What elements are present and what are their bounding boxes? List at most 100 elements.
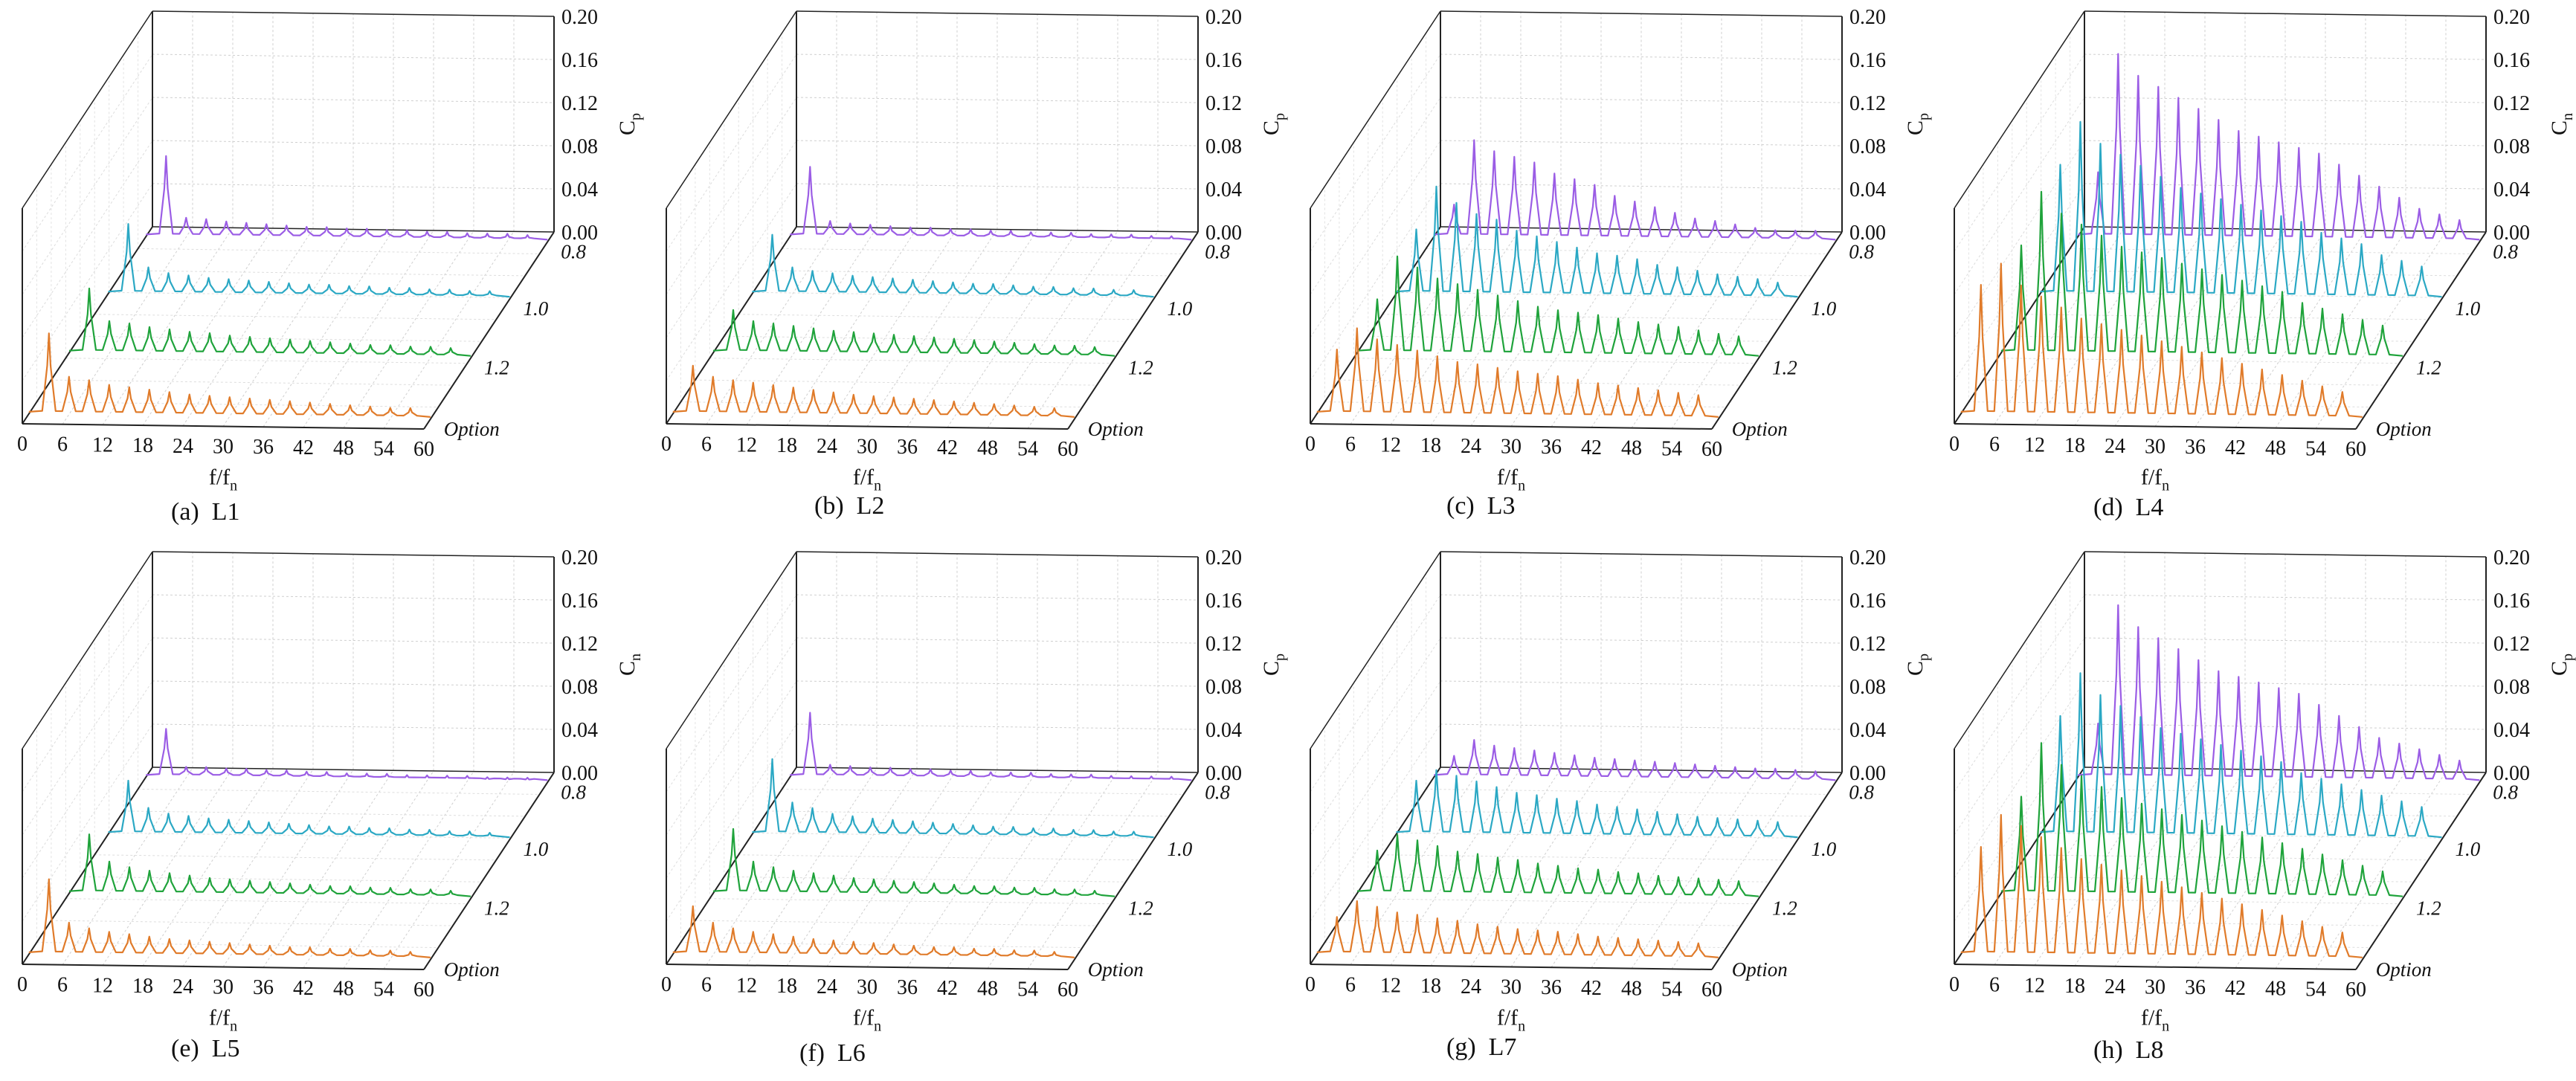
- side-grid-line: [666, 140, 797, 338]
- x-tick-label: 30: [2145, 436, 2166, 459]
- x-tick-label: 18: [776, 434, 797, 457]
- floor-grid-line: [782, 248, 1184, 254]
- x-tick-label: 36: [897, 976, 918, 999]
- floor-grid-line: [1411, 270, 1814, 277]
- x-axis-subscript: n: [874, 1019, 881, 1035]
- side-grid-line: [1310, 183, 1441, 381]
- floor-grid-line: [709, 898, 1112, 905]
- x-axis-label: f/fn: [2141, 465, 2169, 494]
- x-tick-label: 60: [1057, 438, 1078, 461]
- axes: [1310, 10, 1843, 430]
- series-line-1-2: [68, 287, 471, 357]
- floor-grid-line: [1350, 227, 1481, 425]
- top-back-edge: [152, 551, 555, 558]
- x-tick-label: 54: [373, 978, 394, 1001]
- floor-grid-line: [706, 227, 837, 425]
- floor-grid-line: [123, 810, 526, 817]
- side-grid-line: [22, 97, 153, 295]
- x-tick-label: 12: [92, 974, 113, 997]
- floor-grid-line: [62, 767, 193, 965]
- x-axis-line: [1954, 423, 2357, 430]
- grid-lines: [22, 10, 555, 430]
- floor-grid-line: [746, 228, 878, 425]
- x-tick-label: 30: [213, 436, 234, 459]
- x-tick-label: 30: [2145, 976, 2166, 999]
- series-group: [1316, 739, 1836, 958]
- x-tick-label: 18: [776, 975, 797, 998]
- caption-d: (d) L4: [2093, 494, 2163, 522]
- z-tick-label: 0.08: [1205, 676, 1242, 699]
- series-label: Option: [1088, 418, 1144, 440]
- z-tick-label: 0.12: [561, 633, 598, 656]
- floor-grid-line: [36, 942, 439, 949]
- side-grid-line: [22, 723, 153, 922]
- series-label: Option: [2376, 958, 2432, 981]
- floor-grid-line: [80, 876, 482, 882]
- series-label: Option: [2376, 418, 2432, 440]
- side-grid-line: [1310, 97, 1441, 295]
- side-grid-line: [1310, 594, 1441, 793]
- floor-grid-line: [1470, 769, 1602, 967]
- wall-grid-line: [2084, 723, 2487, 730]
- grid-lines: [666, 10, 1199, 430]
- floor-grid-line: [1411, 810, 1814, 817]
- x-tick-label: 18: [132, 434, 153, 457]
- floor-grid-line: [1027, 231, 1159, 429]
- labels: 0.8 1.0 1.2 Option 0 6 12 18 24 30 36 42 48 54 60 0.00 0…: [1305, 546, 1932, 1034]
- series-line-option: [28, 332, 431, 418]
- series-line-1-0: [108, 779, 510, 839]
- series-line-1-2: [68, 833, 471, 897]
- caption-letter: (f): [799, 1039, 825, 1067]
- series-label: 1.0: [1168, 838, 1193, 860]
- wall-grid-line: [796, 637, 1199, 644]
- series-line-1-2: [712, 827, 1115, 897]
- x-tick-label: 0: [1949, 973, 1960, 996]
- top-left-edge: [1310, 551, 1441, 749]
- wall-grid-line: [796, 183, 1199, 190]
- series-label: 0.8: [1205, 781, 1230, 803]
- floor-grid-line: [2154, 229, 2286, 427]
- series-line-1-2: [1356, 833, 1759, 897]
- series-label: 1.0: [524, 838, 549, 860]
- floor-grid-line: [109, 832, 511, 839]
- floor-grid-line: [2034, 768, 2166, 966]
- x-tick-label: 60: [2345, 978, 2366, 1001]
- series-label: 1.0: [524, 297, 549, 320]
- chart-l1: 0.8 1.0 1.2 Option 0 6 12 18 24 30 36 42 48 54 60 0.00 0…: [17, 6, 644, 494]
- series-line-option: [1960, 813, 2363, 958]
- caption-name: L6: [837, 1039, 866, 1067]
- x-tick-label: 0: [17, 433, 28, 456]
- floor-grid-line: [1339, 920, 1741, 926]
- x-tick-label: 36: [253, 976, 274, 999]
- floor-grid-line: [1968, 401, 2371, 408]
- wall-grid-line: [152, 54, 555, 60]
- series-label: Option: [1732, 418, 1788, 440]
- floor-grid-line: [1368, 335, 1770, 342]
- x-axis-subscript: n: [2162, 1019, 2169, 1035]
- x-tick-label: 24: [2105, 975, 2125, 998]
- caption-name: L5: [211, 1035, 240, 1062]
- z-tick-label: 0.08: [1849, 135, 1886, 158]
- series-label: 1.2: [1128, 357, 1153, 379]
- z-axis-subscript: p: [1916, 654, 1932, 661]
- floor-grid-line: [1591, 770, 1722, 969]
- x-tick-label: 30: [857, 436, 878, 459]
- x-tick-label: 42: [1581, 436, 1602, 459]
- floor-grid-line: [102, 768, 234, 966]
- floor-grid-line: [724, 876, 1126, 882]
- series-label: 1.2: [1772, 357, 1797, 379]
- z-axis-label: Cn: [2547, 113, 2576, 135]
- floor-grid-line: [303, 770, 434, 969]
- x-axis-label: f/fn: [1497, 465, 1525, 494]
- top-left-edge: [22, 551, 153, 749]
- x-tick-label: 6: [1989, 974, 2000, 997]
- side-grid-line: [666, 637, 797, 836]
- panel-l5: 0.8 1.0 1.2 Option 0 6 12 18 24 30 36 42 48 54 60 0.00 0…: [0, 540, 644, 1068]
- floor-grid-line: [383, 231, 515, 429]
- caption-name: L7: [1488, 1033, 1517, 1061]
- x-tick-label: 54: [2305, 978, 2326, 1001]
- axes: [22, 551, 555, 971]
- top-back-edge: [796, 10, 1199, 17]
- floor-grid-line: [738, 314, 1141, 320]
- labels: 0.8 1.0 1.2 Option 0 6 12 18 24 30 36 42 48 54 60 0.00 0…: [17, 6, 644, 494]
